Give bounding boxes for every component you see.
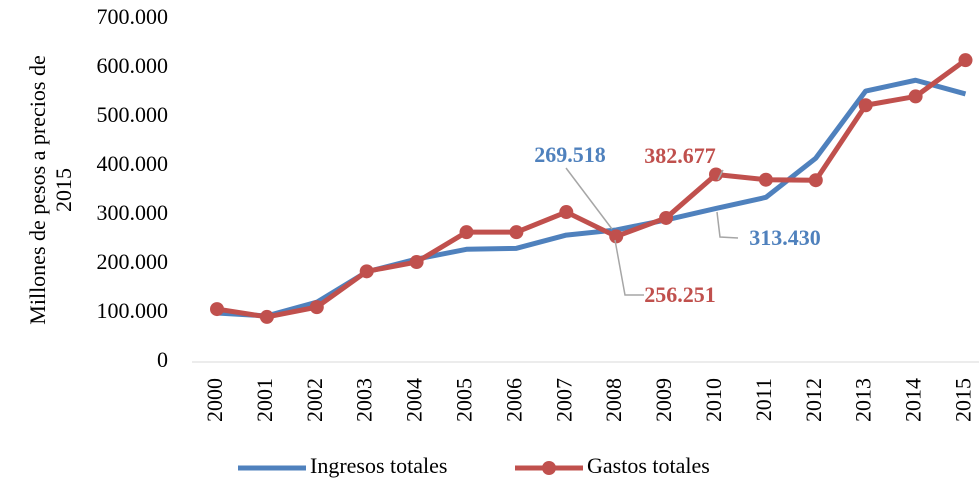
series-line [216,58,967,320]
y-axis-title: Millones de pesos a precios de [25,55,50,324]
x-tick-label: 2013 [851,378,876,422]
x-tick-label: 2012 [801,378,826,422]
leader-line [565,167,613,230]
data-label: 256.251 [644,282,716,307]
x-tick-label: 2009 [651,378,676,422]
x-tick-label: 2004 [402,378,427,422]
x-tick-label: 2005 [452,378,477,422]
data-point [958,53,973,68]
data-label: 269.518 [534,142,606,167]
x-tick-label: 2002 [302,378,327,422]
legend-label: Ingresos totales [310,453,447,478]
legend-marker [542,461,556,475]
data-point [459,225,474,240]
y-tick-label: 100.000 [97,298,169,323]
legend-label: Gastos totales [587,453,710,478]
data-point [210,302,224,317]
x-tick-label: 2003 [352,378,377,422]
data-point [758,172,773,187]
x-tick-label: 2008 [601,378,626,422]
data-point [309,300,324,315]
data-point [259,309,274,324]
data-point [609,229,624,244]
y-tick-label: 600.000 [97,53,169,78]
leader-line [717,169,724,181]
data-point [908,89,923,104]
data-point [509,225,524,240]
x-tick-label: 2010 [701,378,726,422]
data-point [858,98,873,113]
y-tick-label: 300.000 [97,200,169,225]
y-tick-label: 500.000 [97,102,169,127]
x-tick-label: 2014 [901,378,926,422]
data-point [559,205,574,220]
y-tick-label: 200.000 [97,249,169,274]
series-line [216,77,967,319]
x-tick-label: 2007 [551,378,576,422]
data-label: 313.430 [749,225,821,250]
y-axis-title: 2015 [51,168,76,212]
leader-line [614,239,644,296]
data-label: 382.677 [644,143,716,168]
data-point [659,210,674,225]
y-tick-label: 400.000 [97,151,169,176]
x-tick-label: 2015 [951,378,976,422]
data-point [808,173,823,188]
leader-line [716,211,739,239]
x-tick-label: 2011 [751,378,776,421]
data-point [409,255,424,270]
y-tick-label: 700.000 [97,4,169,29]
y-tick-label: 0 [157,347,168,372]
x-tick-label: 2000 [202,378,227,422]
data-point [359,264,374,279]
x-tick-label: 2006 [501,378,526,422]
x-tick-label: 2001 [252,378,277,422]
